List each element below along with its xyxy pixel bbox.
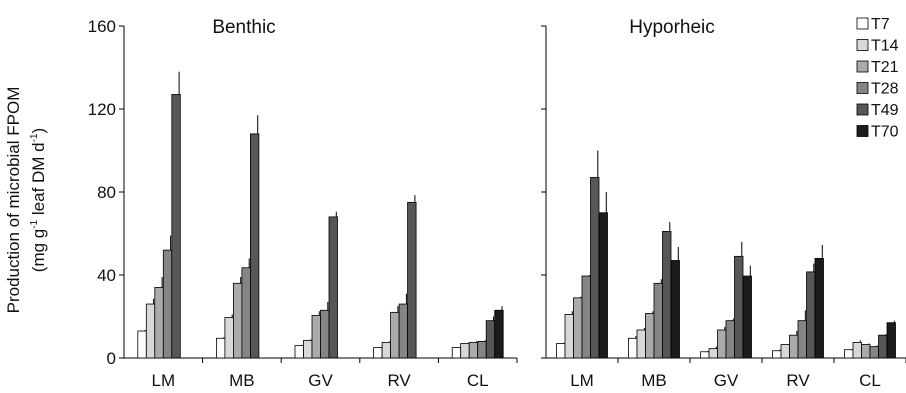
y-tick-label: 160 (88, 17, 116, 36)
bar-t7 (451, 347, 462, 359)
legend-swatch (856, 82, 869, 94)
bar-t49 (662, 231, 672, 359)
legend: T7 T14 T21 T28 T49 T70 (856, 16, 899, 141)
bar-t7 (215, 337, 226, 359)
bar-t70 (598, 212, 608, 359)
bar-t70 (814, 257, 824, 359)
panel-title: Hyporheic (629, 17, 715, 38)
bar-t14 (460, 343, 470, 359)
bar-t49 (485, 320, 496, 359)
x-tick-label: RV (387, 371, 411, 390)
bar-t14 (852, 342, 862, 359)
x-tick-label: LM (151, 371, 175, 390)
bar-t7 (294, 345, 304, 359)
bar-t28 (477, 340, 487, 359)
bar-t21 (789, 334, 799, 359)
y-tick-label: 0 (107, 349, 116, 368)
bar-t28 (398, 303, 409, 359)
bar-t28 (797, 320, 807, 359)
legend-label: T70 (871, 124, 899, 141)
bar-t14 (636, 329, 646, 359)
bar-t49 (734, 255, 744, 359)
bar-t70 (670, 260, 680, 359)
x-tick-label: GV (308, 371, 333, 390)
bar-t7 (700, 351, 710, 359)
bar-t70 (742, 275, 752, 359)
bar-t7 (628, 337, 638, 359)
bar-t28 (725, 320, 735, 359)
bar-t21 (232, 282, 243, 359)
bar-t21 (390, 311, 400, 359)
y-tick-label: 40 (97, 266, 116, 285)
bar-t14 (303, 339, 313, 359)
bar-t7 (373, 347, 383, 359)
bar-t28 (241, 267, 251, 359)
panel-title: Benthic (212, 17, 275, 38)
bar-t14 (224, 317, 234, 359)
legend-swatch (856, 60, 869, 73)
x-tick-label: MB (229, 371, 255, 390)
legend-swatch (856, 125, 869, 137)
bar-t14 (145, 303, 156, 359)
bar-t70 (886, 322, 896, 359)
bar-t28 (320, 309, 330, 359)
x-tick-label: RV (786, 371, 810, 390)
legend-label: T7 (871, 16, 890, 33)
bar-t49 (590, 177, 600, 359)
y-tick-label: 80 (97, 183, 116, 202)
bar-t7 (772, 350, 782, 359)
bar-t49 (407, 201, 417, 359)
bar-t21 (717, 329, 727, 359)
legend-label: T49 (871, 102, 899, 119)
bar-t21 (154, 287, 164, 359)
bar-t14 (708, 348, 718, 359)
x-tick-label: LM (570, 371, 594, 390)
bar-t21 (311, 315, 321, 359)
bar-t49 (249, 133, 260, 359)
bar-t28 (162, 249, 173, 359)
chart-panel-0: 0 40 80 120 160 Benthic LM MB GV RV CL (88, 17, 518, 390)
x-tick-label: GV (714, 371, 739, 390)
bar-t21 (645, 312, 655, 359)
bar-t14 (780, 344, 790, 359)
bar-t49 (878, 334, 888, 359)
x-tick-label: CL (859, 371, 881, 390)
bar-t49 (806, 271, 816, 359)
x-tick-label: CL (467, 371, 489, 390)
chart-panel-1: Hyporheic LM MB GV RV CL (541, 17, 906, 390)
legend-label: T28 (871, 81, 899, 98)
legend-swatch (856, 39, 869, 51)
x-tick-label: MB (641, 371, 667, 390)
bar-t70 (494, 309, 504, 359)
legend-label: T21 (871, 59, 899, 76)
bar-t21 (468, 342, 479, 359)
legend-label: T14 (871, 38, 899, 55)
bar-t21 (861, 344, 871, 359)
bar-t7 (556, 343, 566, 359)
legend-swatch (856, 103, 869, 116)
bar-t7 (137, 330, 147, 359)
bar-t14 (381, 342, 392, 359)
y-tick-label: 120 (88, 100, 116, 119)
legend-swatch (856, 17, 869, 30)
bar-t49 (171, 94, 181, 359)
bar-t21 (573, 297, 583, 359)
bar-t14 (564, 314, 574, 359)
bar-t28 (581, 275, 591, 359)
bar-t7 (844, 349, 854, 359)
bar-t28 (869, 346, 879, 359)
bar-t49 (328, 216, 338, 359)
bar-t28 (653, 282, 663, 359)
